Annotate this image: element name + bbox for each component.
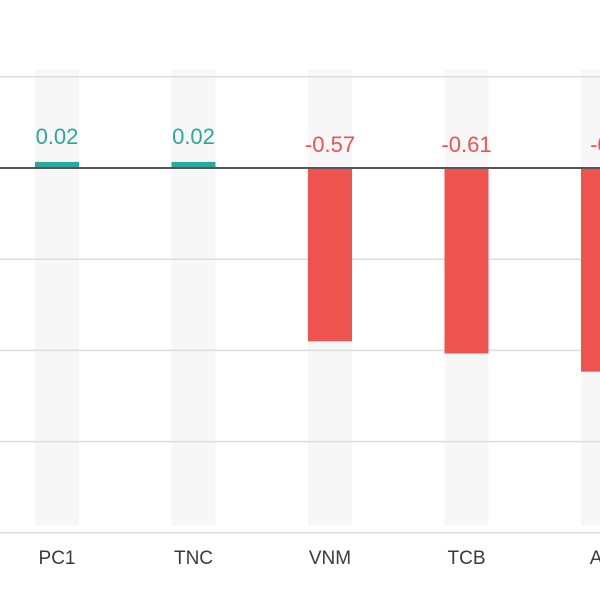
data-label-ac: -0. [590, 132, 600, 157]
gridlines [0, 76, 600, 534]
bar-tcb[interactable] [444, 168, 489, 354]
data-label-vnm: -0.57 [305, 132, 355, 157]
bar-vnm[interactable] [308, 168, 352, 342]
column-band-tnc [171, 70, 216, 526]
data-labels: 0.02 0.02 -0.57 -0.61 -0. [36, 124, 600, 157]
tick-label-tnc: TNC [174, 548, 213, 569]
tick-label-ac: AC [590, 548, 600, 569]
tick-label-vnm: VNM [309, 548, 351, 569]
x-tick-labels: PC1 TNC VNM TCB AC [39, 548, 600, 569]
data-label-tnc: 0.02 [172, 124, 215, 149]
data-label-pc1: 0.02 [36, 124, 79, 149]
tick-label-pc1: PC1 [39, 548, 76, 569]
bar-ac[interactable] [581, 168, 600, 372]
bars [35, 161, 600, 372]
bar-pc1[interactable] [35, 161, 79, 168]
bar-tnc[interactable] [171, 161, 216, 168]
data-label-tcb: -0.61 [441, 132, 491, 157]
tick-label-tcb: TCB [448, 548, 486, 569]
column-band-pc1 [35, 70, 79, 526]
